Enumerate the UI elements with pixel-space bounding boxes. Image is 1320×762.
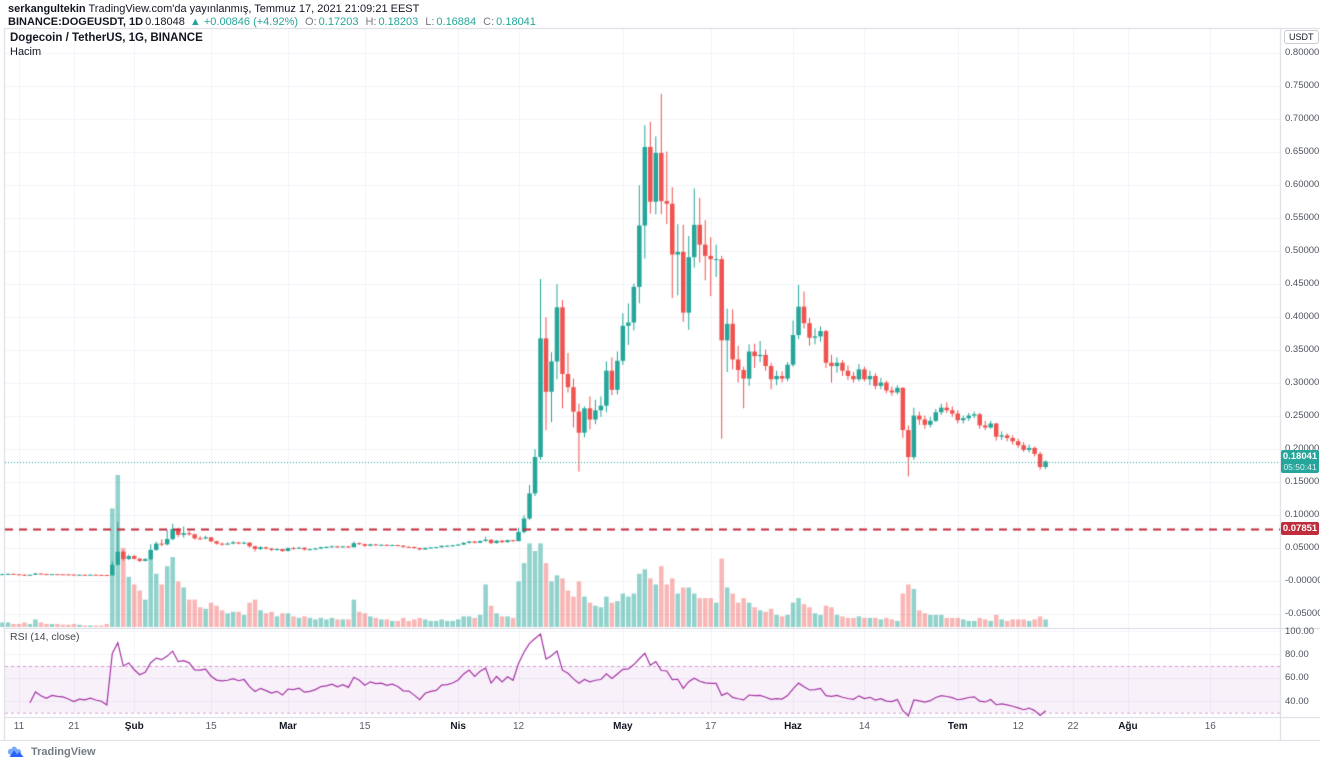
time-tick-label: Şub bbox=[124, 721, 144, 732]
high-label: H: bbox=[365, 16, 377, 28]
price-tick-label: 0.10000 bbox=[1285, 509, 1320, 521]
price-tick-label: 0.35000 bbox=[1285, 344, 1320, 356]
time-tick-label: May bbox=[613, 721, 633, 732]
open-value: 0.17203 bbox=[318, 16, 359, 28]
time-tick-label: 15 bbox=[359, 721, 371, 732]
publish-note: TradingView.com'da yayınlanmış, Temmuz 1… bbox=[88, 3, 420, 15]
last-price: 0.18048 bbox=[145, 16, 185, 28]
rsi-indicator-label: RSI (14, close) bbox=[10, 631, 80, 643]
current-price-value: 0.18041 bbox=[1282, 451, 1318, 462]
open-label: O: bbox=[305, 16, 317, 28]
time-tick-label: 21 bbox=[68, 721, 80, 732]
currency-badge: USDT bbox=[1284, 30, 1319, 44]
chart-title: Dogecoin / TetherUS, 1G, BINANCE bbox=[10, 32, 203, 44]
price-tick-label: 0.50000 bbox=[1285, 245, 1320, 257]
publish-line: serkangultekin TradingView.com'da yayınl… bbox=[8, 3, 538, 16]
rsi-tick-label: 100.00 bbox=[1285, 625, 1315, 637]
level-price-badge: 0.07851 bbox=[1281, 521, 1319, 535]
price-tick-label: 0.80000 bbox=[1285, 47, 1320, 59]
time-tick-label: Ağu bbox=[1118, 721, 1138, 732]
price-tick-label: 0.75000 bbox=[1285, 80, 1320, 92]
price-tick-label: 0.60000 bbox=[1285, 179, 1320, 191]
price-tick-label: 0.30000 bbox=[1285, 377, 1320, 389]
price-tick-label: 0.55000 bbox=[1285, 212, 1320, 224]
close-value: 0.18041 bbox=[496, 16, 536, 28]
volume-legend-label: Hacim bbox=[10, 46, 42, 58]
close-label: C: bbox=[483, 16, 495, 28]
rsi-tick-label: 80.00 bbox=[1285, 648, 1309, 660]
current-price-badge: 0.18041 05:50:41 bbox=[1281, 450, 1319, 473]
price-tick-label: 0.20000 bbox=[1285, 443, 1320, 455]
time-tick-label: 17 bbox=[705, 721, 717, 732]
price-tick-label: 0.45000 bbox=[1285, 278, 1320, 290]
time-tick-label: Mar bbox=[279, 721, 297, 732]
footer: TradingView bbox=[0, 741, 1320, 762]
price-tick-label: 0.15000 bbox=[1285, 476, 1320, 488]
high-value: 0.18203 bbox=[378, 16, 419, 28]
time-tick-label: Tem bbox=[947, 721, 968, 732]
rsi-tick-label: 40.00 bbox=[1285, 695, 1309, 707]
rsi-tick-label: 60.00 bbox=[1285, 672, 1309, 684]
price-tick-label: -0.05000 bbox=[1285, 608, 1320, 620]
price-tick-label: 0.65000 bbox=[1285, 146, 1320, 158]
chart-legend: Dogecoin / TetherUS, 1G, BINANCE Hacim bbox=[10, 32, 203, 58]
tradingview-brand-text[interactable]: TradingView bbox=[31, 745, 96, 758]
price-tick-label: 0.25000 bbox=[1285, 410, 1320, 422]
time-tick-label: 12 bbox=[512, 721, 525, 732]
price-change: ▲ +0.00846 (+4.92%) bbox=[189, 16, 299, 28]
low-value: 0.16884 bbox=[436, 16, 477, 28]
symbol-line: BINANCE:DOGEUSDT, 1D 0.18048 ▲ +0.00846 (… bbox=[8, 16, 538, 29]
author-name: serkangultekin bbox=[8, 3, 86, 15]
time-tick-label: Nis bbox=[450, 721, 466, 732]
time-tick-label: 12 bbox=[1012, 721, 1024, 732]
time-tick-label: 14 bbox=[858, 721, 870, 732]
time-tick-label: Haz bbox=[784, 721, 802, 732]
tradingview-logo-icon[interactable] bbox=[8, 745, 26, 758]
time-tick-label: 16 bbox=[1204, 721, 1216, 732]
chart-header: serkangultekin TradingView.com'da yayınl… bbox=[8, 3, 538, 29]
price-tick-label: -0.00000 bbox=[1285, 575, 1320, 587]
time-tick-label: 22 bbox=[1067, 721, 1079, 732]
bar-countdown: 05:50:41 bbox=[1283, 462, 1317, 472]
time-tick-label: 11 bbox=[13, 721, 25, 732]
low-label: L: bbox=[425, 16, 435, 28]
price-tick-label: 0.40000 bbox=[1285, 311, 1320, 323]
price-tick-label: 0.05000 bbox=[1285, 542, 1320, 554]
symbol-interval: BINANCE:DOGEUSDT, 1D bbox=[8, 16, 144, 28]
time-tick-label: 15 bbox=[205, 721, 217, 732]
price-tick-label: 0.70000 bbox=[1285, 113, 1320, 125]
